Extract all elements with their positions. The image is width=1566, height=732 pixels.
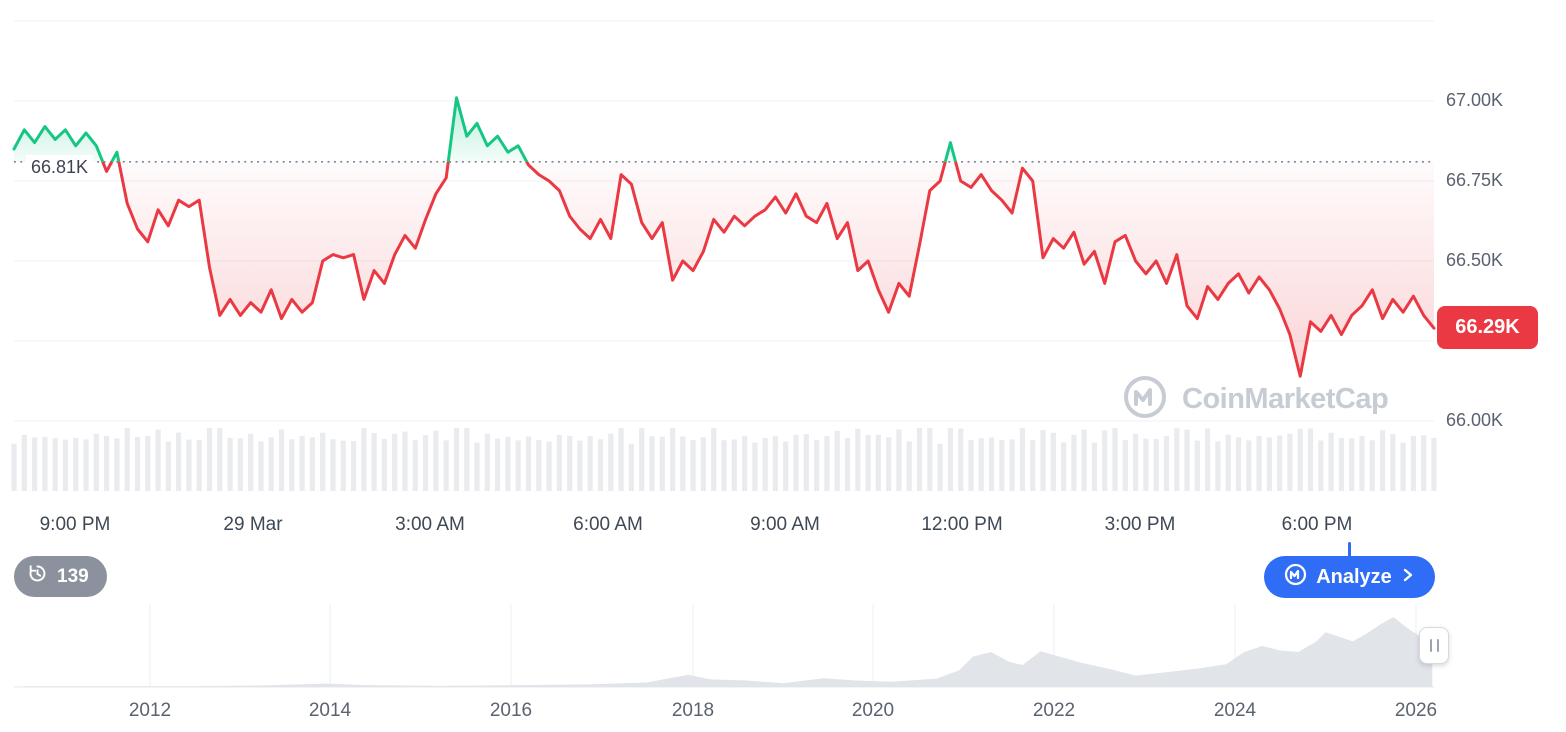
year-axis-label: 2026 <box>1394 700 1438 721</box>
chevron-right-icon <box>1401 566 1415 589</box>
time-axis-label: 12:00 PM <box>921 514 1003 535</box>
time-axis-label: 6:00 PM <box>1281 514 1353 535</box>
year-axis-label: 2018 <box>671 700 715 721</box>
year-axis-label: 2020 <box>851 700 895 721</box>
current-price-badge: 66.29K <box>1437 306 1538 349</box>
time-axis-label: 29 Mar <box>223 514 283 535</box>
watermark-text: CoinMarketCap <box>1182 383 1389 415</box>
time-axis-label: 6:00 AM <box>573 514 643 535</box>
history-count-label: 139 <box>57 565 89 587</box>
time-axis-label: 3:00 AM <box>395 514 465 535</box>
coinmarketcap-logo-icon <box>1284 563 1307 592</box>
year-axis-label: 2012 <box>128 700 172 721</box>
price-chart-canvas[interactable] <box>0 0 1566 500</box>
timeline-range-selector[interactable] <box>0 604 1566 688</box>
analyze-button[interactable]: Analyze <box>1264 556 1435 598</box>
year-axis-label: 2014 <box>308 700 352 721</box>
handle-grip <box>1436 639 1439 652</box>
year-axis: 2012 2014 2016 2018 2020 2022 2024 2026 <box>0 700 1566 724</box>
baseline-price-label: 66.81K <box>26 155 94 180</box>
year-axis-label: 2022 <box>1032 700 1076 721</box>
time-axis-label: 3:00 PM <box>1104 514 1176 535</box>
timeline-minichart <box>0 604 1566 688</box>
analyze-button-label: Analyze <box>1316 565 1392 588</box>
time-axis-label: 9:00 PM <box>39 514 111 535</box>
time-axis: 9:00 PM 29 Mar 3:00 AM 6:00 AM 9:00 AM 12:00 … <box>0 514 1566 542</box>
analyze-pointer-line <box>1348 542 1351 557</box>
time-axis-label: 9:00 AM <box>750 514 820 535</box>
range-handle[interactable] <box>1419 627 1449 664</box>
handle-grip <box>1429 639 1432 652</box>
coinmarketcap-watermark: CoinMarketCap <box>1122 374 1389 425</box>
history-count-badge[interactable]: 139 <box>14 556 107 597</box>
coinmarketcap-logo-icon <box>1122 374 1168 425</box>
history-clock-icon <box>27 563 48 590</box>
year-axis-label: 2024 <box>1213 700 1257 721</box>
year-axis-label: 2016 <box>489 700 533 721</box>
